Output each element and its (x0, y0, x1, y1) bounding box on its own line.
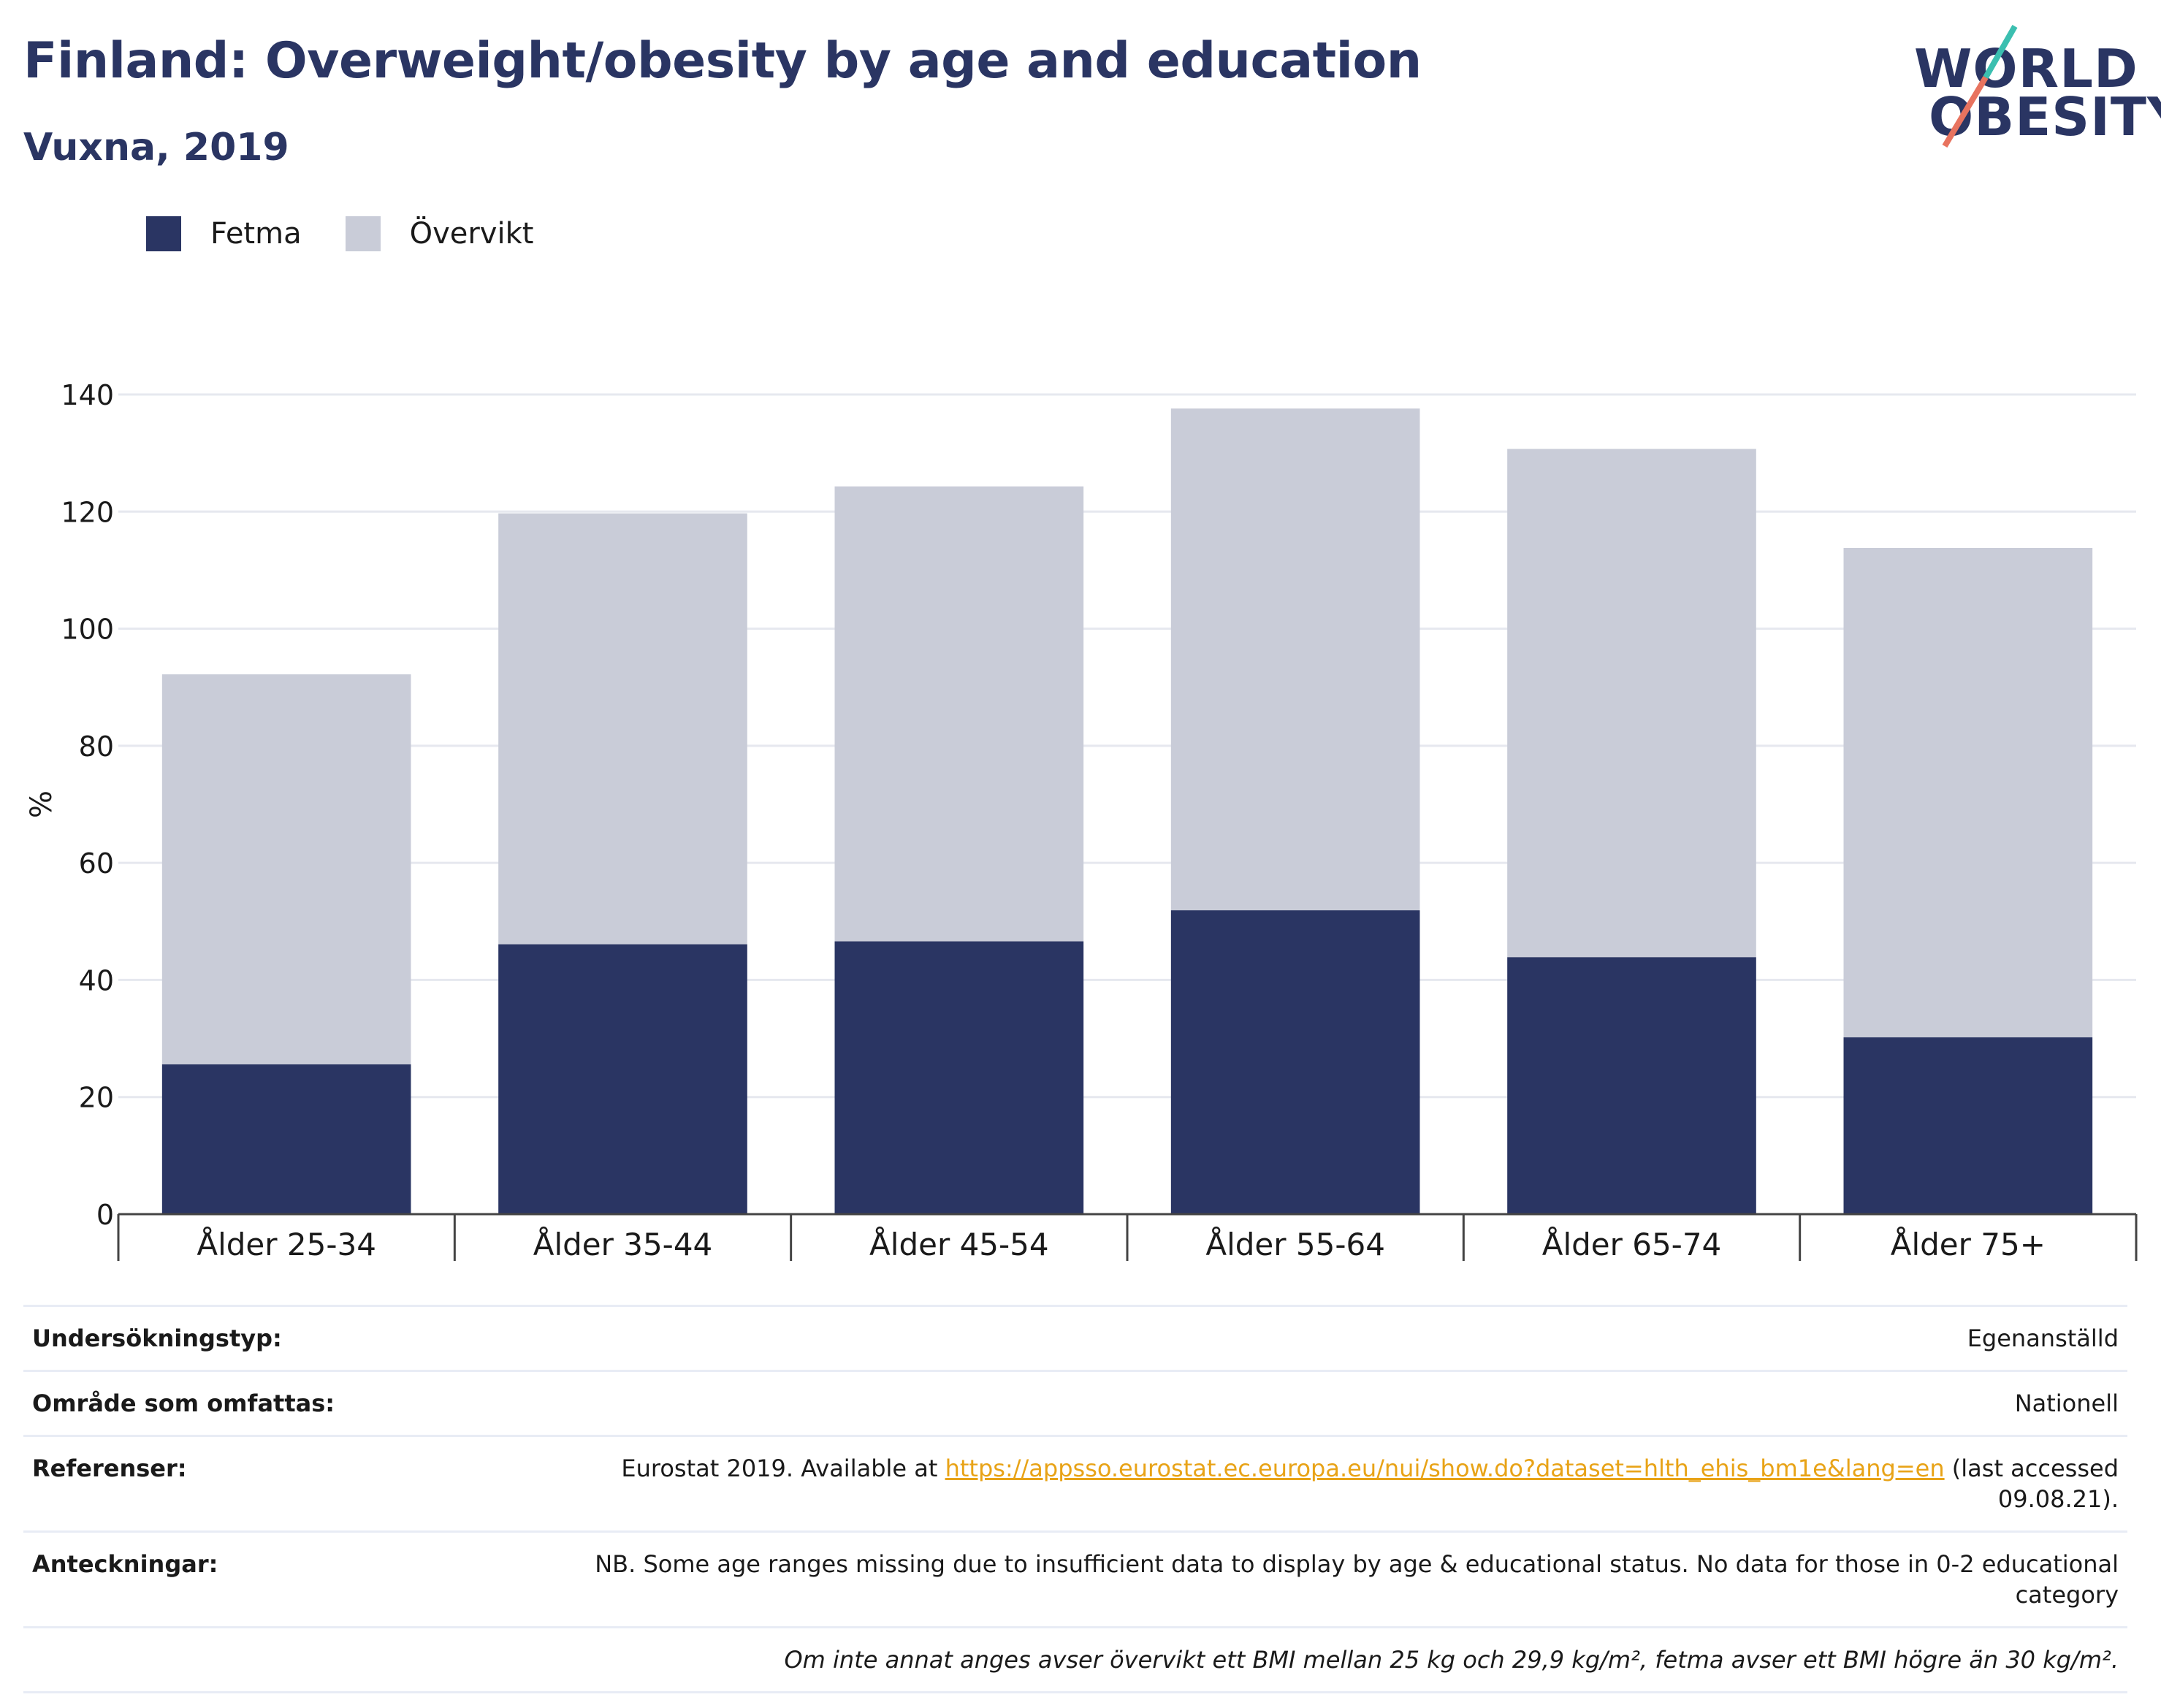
legend-item-overvikt[interactable]: Övervikt (345, 216, 534, 251)
chart-subtitle: Vuxna, 2019 (23, 126, 289, 169)
y-tick-label: 140 (61, 379, 114, 411)
y-axis-label: % (25, 790, 58, 818)
info-label: Undersökningstyp: (32, 1324, 282, 1352)
bar-fetma (1507, 957, 1756, 1214)
y-tick-label: 0 (96, 1199, 114, 1231)
y-tick-label: 60 (79, 847, 114, 880)
x-tick-label: Ålder 65-74 (1542, 1226, 1722, 1262)
info-value: NB. Some age ranges missing due to insuf… (595, 1550, 2119, 1609)
chart-legend: Fetma Övervikt (146, 216, 577, 251)
bmi-footnote: Om inte annat anges avser övervikt ett B… (784, 1646, 2119, 1674)
logo-word-1: WORLD (1914, 38, 2138, 99)
legend-swatch-fetma (146, 216, 181, 251)
info-value: Egenanställd (1967, 1324, 2119, 1352)
chart-title: Finland: Overweight/obesity by age and e… (23, 32, 1422, 90)
bar-overvikt (1170, 408, 1420, 911)
x-tick-label: Ålder 55-64 (1205, 1226, 1385, 1262)
y-tick-label: 80 (79, 731, 114, 763)
legend-swatch-overvikt (345, 216, 381, 251)
reference-link[interactable]: https://appsso.eurostat.ec.europa.eu/nui… (945, 1455, 1945, 1482)
info-value: Nationell (2014, 1389, 2119, 1417)
bar-overvikt (498, 513, 747, 945)
bar-fetma (1843, 1037, 2093, 1214)
info-row-references: Referenser: Eurostat 2019. Available at … (23, 1435, 2127, 1530)
y-tick-label: 40 (79, 964, 114, 996)
bar-overvikt (1507, 449, 1756, 958)
info-row-coverage: Område som omfattas: Nationell (23, 1370, 2127, 1435)
reference-prefix: Eurostat 2019. Available at (621, 1455, 945, 1482)
stacked-bar-chart: 0 20 40 60 80 100 120 140% Ålder 25-34 Ålder 35-4… (25, 379, 2138, 1262)
legend-label-fetma: Fetma (210, 217, 302, 251)
bar-fetma (1170, 910, 1420, 1214)
y-tick-label: 100 (61, 614, 114, 646)
info-label: Område som omfattas: (32, 1389, 335, 1417)
x-tick-label: Ålder 25-34 (197, 1226, 376, 1262)
bar-overvikt (161, 674, 411, 1064)
info-label: Referenser: (32, 1455, 187, 1482)
bar-overvikt (1843, 547, 2093, 1037)
y-tick-label: 20 (79, 1082, 114, 1114)
world-obesity-logo: WORLD OBESITY (1899, 20, 2161, 152)
info-label: Anteckningar: (32, 1550, 218, 1578)
bar-fetma (161, 1064, 411, 1214)
y-tick-label: 120 (61, 496, 114, 528)
x-tick-label: Ålder 35-44 (533, 1226, 713, 1262)
bar-overvikt (834, 486, 1084, 942)
info-table: Undersökningstyp: Egenanställd Område so… (23, 1305, 2127, 1693)
info-value: Eurostat 2019. Available at https://apps… (511, 1453, 2119, 1514)
info-row-survey-type: Undersökningstyp: Egenanställd (23, 1305, 2127, 1370)
reference-suffix: (last accessed 09.08.21). (1944, 1455, 2119, 1513)
bar-fetma (834, 941, 1084, 1214)
legend-item-fetma[interactable]: Fetma (146, 216, 302, 251)
x-tick-label: Ålder 45-54 (869, 1226, 1049, 1262)
info-row-footnote: Om inte annat anges avser övervikt ett B… (23, 1626, 2127, 1693)
bar-fetma (498, 944, 747, 1214)
logo-word-2: OBESITY (1929, 86, 2161, 148)
info-row-notes: Anteckningar: NB. Some age ranges missin… (23, 1530, 2127, 1626)
x-tick-label: Ålder 75+ (1891, 1226, 2046, 1262)
legend-label-overvikt: Övervikt (409, 217, 534, 251)
logo-slash-icon (1942, 25, 2018, 148)
